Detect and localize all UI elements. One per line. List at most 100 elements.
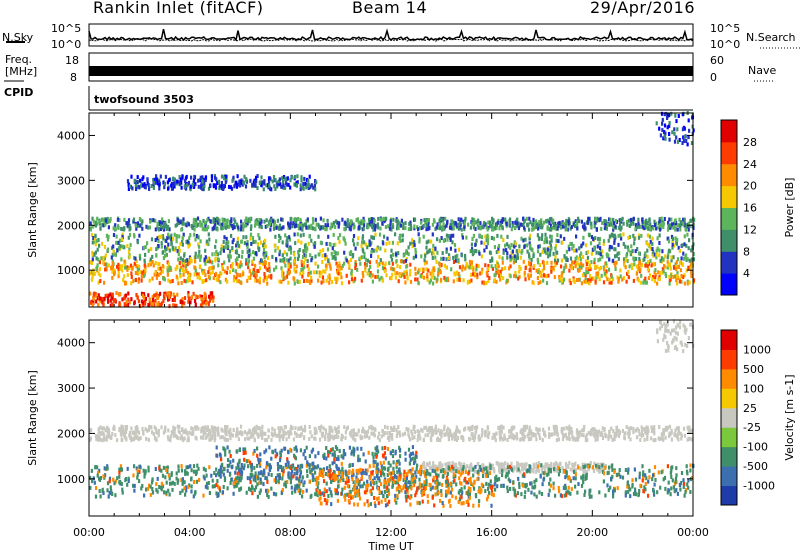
freq-top-tick: 18 [65, 54, 79, 67]
echo-cell [331, 280, 334, 284]
echo-cell [608, 217, 611, 222]
echo-cell [173, 184, 176, 189]
echo-cell [206, 256, 210, 261]
echo-cell [150, 247, 153, 252]
echo-cell [218, 274, 221, 278]
echo-cell [549, 227, 552, 232]
echo-cell [570, 225, 573, 229]
echo-cell [476, 219, 480, 223]
echo-cell [398, 430, 401, 435]
echo-cell [440, 263, 443, 267]
echo-cell [589, 274, 592, 279]
echo-cell [550, 238, 553, 243]
echo-cell [434, 467, 438, 471]
echo-cell [486, 238, 490, 242]
echo-cell [413, 224, 416, 229]
echo-cell [211, 291, 214, 296]
echo-cell [683, 433, 686, 438]
echo-cell [191, 427, 194, 432]
echo-cell [187, 244, 190, 249]
echo-cell [248, 428, 251, 433]
echo-cell [483, 248, 486, 253]
echo-cell [412, 424, 415, 429]
echo-cell [646, 425, 649, 430]
echo-cell [129, 184, 132, 189]
echo-cell [247, 217, 250, 222]
echo-cell [133, 261, 136, 266]
echo-cell [190, 426, 193, 431]
echo-cell [232, 268, 235, 272]
echo-cell [675, 473, 678, 478]
echo-cell [405, 250, 408, 255]
echo-cell [398, 234, 402, 239]
echo-cell [207, 270, 210, 275]
echo-cell [105, 233, 108, 238]
echo-cell [117, 240, 120, 245]
echo-cell [369, 270, 372, 275]
echo-cell [324, 223, 327, 228]
echo-cell [603, 221, 606, 226]
echo-cell [183, 430, 186, 435]
echo-cell [167, 224, 170, 229]
echo-cell [273, 220, 276, 224]
echo-cell [348, 251, 351, 256]
echo-cell [636, 225, 639, 230]
echo-cell [580, 219, 583, 224]
echo-cell [498, 468, 501, 473]
echo-cell [532, 222, 535, 227]
echo-cell [293, 277, 296, 282]
echo-cell [407, 252, 410, 257]
echo-cell [297, 257, 300, 261]
echo-cell [93, 291, 96, 296]
echo-cell [298, 279, 301, 284]
echo-cell [96, 263, 99, 268]
echo-cell [562, 269, 565, 274]
echo-cell [167, 186, 170, 191]
echo-cell [339, 271, 342, 276]
echo-cell [417, 227, 420, 232]
echo-cell [653, 492, 656, 497]
echo-cell [261, 424, 264, 429]
echo-cell [162, 236, 165, 241]
echo-cell [201, 428, 204, 432]
echo-cell [312, 270, 315, 275]
echo-cell [523, 424, 526, 429]
echo-cell [408, 222, 411, 226]
echo-cell [256, 242, 260, 247]
echo-cell [465, 261, 468, 266]
echo-cell [105, 266, 108, 271]
echo-cell [608, 257, 611, 262]
echo-cell [357, 220, 360, 225]
echo-cell [664, 425, 668, 430]
echo-cell [539, 272, 542, 277]
echo-cell [372, 235, 375, 240]
echo-cell [217, 257, 220, 262]
echo-cell [473, 221, 476, 226]
echo-cell [620, 225, 623, 230]
echo-cell [682, 217, 685, 222]
echo-cell [652, 438, 655, 443]
echo-cell [408, 434, 411, 439]
echo-cell [160, 301, 164, 306]
echo-cell [412, 427, 415, 432]
echo-cell [269, 227, 272, 232]
echo-cell [314, 217, 317, 222]
echo-cell [516, 221, 519, 226]
echo-cell [280, 279, 283, 284]
echo-cell [519, 266, 522, 271]
echo-cell [207, 186, 211, 191]
echo-cell [312, 185, 315, 190]
y-tick-label: 1000 [57, 264, 85, 277]
echo-cell [480, 433, 483, 438]
echo-cell [409, 272, 412, 277]
echo-cell [608, 280, 611, 285]
echo-cell [104, 218, 108, 223]
echo-cell [643, 257, 646, 262]
echo-cell [188, 274, 191, 278]
echo-cell [254, 275, 257, 280]
echo-cell [474, 242, 477, 247]
echo-cell [684, 227, 687, 232]
echo-cell [452, 226, 455, 231]
echo-cell [531, 431, 534, 436]
echo-cell [278, 434, 282, 439]
